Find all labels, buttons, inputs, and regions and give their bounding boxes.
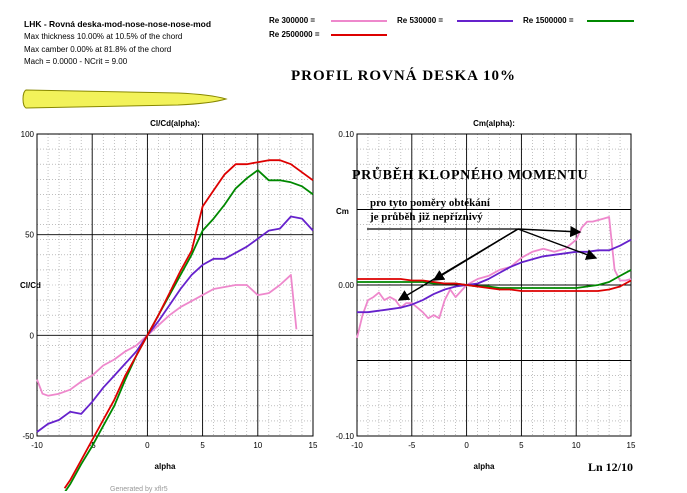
clcd-xtick-label: -10 — [31, 441, 43, 450]
clcd-xtick-label: 0 — [145, 441, 150, 450]
annotation-arrow — [517, 228, 598, 260]
cm-xtick-label: 5 — [519, 441, 524, 450]
cm-series-line-re300000 — [356, 216, 632, 339]
cm-xtick-label: 0 — [464, 441, 469, 450]
legend-label-re300000: Re 300000 = — [269, 16, 316, 25]
clcd-series-line-re2500000 — [63, 159, 314, 489]
cm-xtick-label: 15 — [627, 441, 636, 450]
mach-ncrit-info: Mach = 0.0000 - NCrit = 9.00 — [24, 57, 128, 66]
cm-y-axis-label: Cm — [336, 207, 349, 216]
cm-ytick-label: -0.10 — [336, 432, 355, 441]
legend-label-re530000: Re 530000 = — [397, 16, 444, 25]
clcd-y-axis-label: Cl/Cd — [20, 281, 41, 290]
clcd-ytick-label: 0 — [30, 331, 35, 340]
cm-xtick-label: -10 — [351, 441, 363, 450]
clcd-series-line-re300000 — [36, 273, 298, 397]
annotation-arrow — [432, 228, 519, 281]
clcd-ytick-label: 50 — [25, 231, 34, 240]
legend-line-re530000 — [457, 20, 513, 22]
cm-series-line-re530000 — [357, 238, 632, 314]
airfoil-title: LHK - Rovná deska-mod-nose-nose-nose-mod — [24, 19, 212, 29]
clcd-ytick-label: 100 — [21, 130, 35, 139]
legend-label-re1500000: Re 1500000 = — [523, 16, 574, 25]
page-title: PROFIL ROVNÁ DESKA 10% — [291, 68, 516, 84]
annotation-arrow — [517, 225, 582, 238]
legend-label-re2500000: Re 2500000 = — [269, 30, 320, 39]
cm-x-axis-label: alpha — [474, 462, 495, 471]
footer-text: Generated by xflr5 — [110, 486, 168, 493]
clcd-series-line-re1500000 — [64, 169, 314, 491]
legend-line-re2500000 — [331, 34, 387, 36]
clcd-plot-frame — [36, 133, 314, 437]
cm-xtick-label: 10 — [572, 441, 581, 450]
cm-chart-title: Cm(alpha): — [473, 119, 515, 128]
note-line-1: pro tyto poměry obtékání — [370, 197, 490, 209]
thickness-info: Max thickness 10.00% at 10.5% of the cho… — [24, 32, 183, 41]
clcd-ytick-label: -50 — [22, 432, 34, 441]
airfoil-outline — [22, 89, 228, 109]
clcd-xtick-label: 10 — [253, 441, 262, 450]
cm-ytick-label: 0.00 — [338, 281, 354, 290]
clcd-xtick-label: 5 — [200, 441, 205, 450]
camber-info: Max camber 0.00% at 81.8% of the chord — [24, 45, 172, 54]
legend-line-re300000 — [331, 20, 387, 22]
airfoil-shape — [22, 89, 228, 109]
legend-line-re1500000 — [587, 20, 634, 22]
cm-xtick-label: -5 — [408, 441, 416, 450]
cm-plot-frame — [356, 133, 632, 437]
clcd-chart-title: Cl/Cd(alpha): — [150, 119, 200, 128]
clcd-xtick-label: 15 — [309, 441, 318, 450]
cm-heading: PRŮBĚH KLOPNÉHO MOMENTU — [352, 168, 589, 183]
cm-series-line-re1500000 — [357, 269, 632, 289]
cm-series-line-re2500000 — [357, 278, 632, 292]
clcd-series-line-re530000 — [36, 215, 314, 433]
cm-ytick-label: 0.10 — [338, 130, 354, 139]
clcd-x-axis-label: alpha — [155, 462, 176, 471]
page-number: Ln 12/10 — [588, 460, 634, 474]
note-line-2: je průběh již nepříznivý — [370, 211, 483, 223]
